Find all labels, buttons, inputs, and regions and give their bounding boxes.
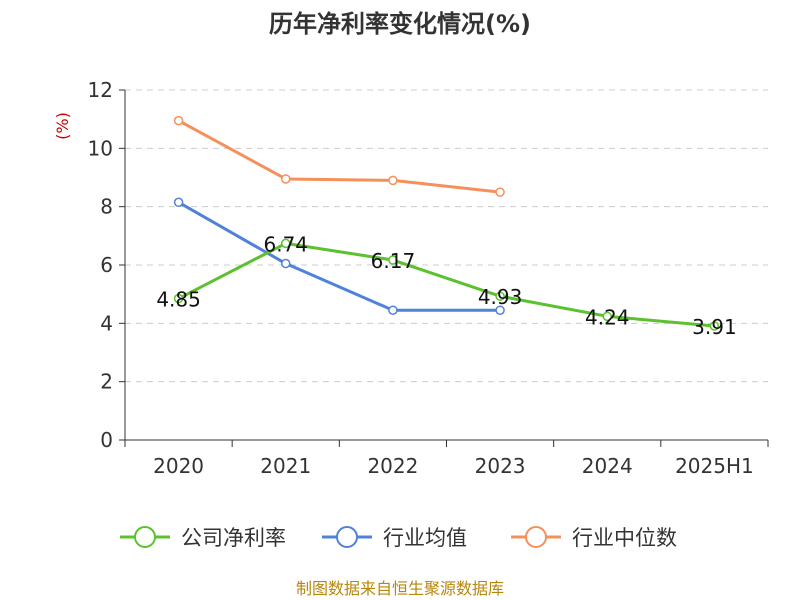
y-tick-label-2: 2 <box>100 370 113 394</box>
x-tick-label-2020: 2020 <box>153 454 204 478</box>
legend-label-2: 行业中位数 <box>572 526 677 550</box>
data-label-3: 4.93 <box>478 285 523 309</box>
y-axis-unit: (%) <box>53 112 72 140</box>
x-tick-label-2021: 2021 <box>260 454 311 478</box>
point-1-0 <box>173 197 184 208</box>
point-2-2 <box>388 175 398 186</box>
source-note: 制图数据来自恒生聚源数据库 <box>296 579 504 598</box>
point-0-5 <box>709 321 720 331</box>
data-label-2: 6.17 <box>371 249 416 273</box>
point-0-3 <box>495 291 505 301</box>
legend-marker-2 <box>525 526 547 548</box>
y-tick-label-8: 8 <box>100 195 113 219</box>
legend-label-0: 公司净利率 <box>181 526 286 550</box>
series-group <box>173 115 720 331</box>
point-1-2 <box>388 305 398 315</box>
axes: 0 2 4 6 8 10 12 2020 2021 2022 2023 2024 2025H1 <box>88 78 769 478</box>
y-tick-label-10: 10 <box>88 136 113 160</box>
y-tick-label-0: 0 <box>100 428 113 452</box>
point-2-1 <box>281 174 291 184</box>
data-label-4: 4.24 <box>585 305 630 329</box>
data-labels: 4.85 6.74 6.17 4.93 4.24 3.91 <box>156 232 736 339</box>
x-tick-label-2022: 2022 <box>367 454 418 478</box>
x-tick-label-2023: 2023 <box>475 454 526 478</box>
point-1-3 <box>495 305 505 315</box>
point-2-0 <box>173 115 184 126</box>
chart-title: 历年净利率变化情况(%) <box>269 10 531 38</box>
data-label-0: 4.85 <box>156 288 201 312</box>
legend-label-1: 行业均值 <box>383 526 467 550</box>
data-label-1: 6.74 <box>263 232 308 256</box>
x-tick-label-2025H1: 2025H1 <box>675 454 754 478</box>
y-tick-label-12: 12 <box>88 78 113 102</box>
data-label-5: 3.91 <box>692 315 737 339</box>
point-2-3 <box>495 187 505 197</box>
legend-marker-0 <box>134 526 156 548</box>
series-line-0 <box>177 241 715 328</box>
point-0-2 <box>388 255 398 265</box>
point-0-0 <box>173 293 184 304</box>
legend: 公司净利率 行业均值 行业中位数 <box>120 526 677 550</box>
grid-lines <box>125 89 768 383</box>
point-1-1 <box>281 258 291 269</box>
series-line-2 <box>177 119 501 194</box>
series-line-1 <box>177 200 501 312</box>
legend-marker-1 <box>336 526 358 548</box>
y-tick-label-6: 6 <box>100 253 113 277</box>
x-tick-label-2024: 2024 <box>582 454 633 478</box>
point-0-4 <box>602 311 612 322</box>
point-0-1 <box>281 238 291 249</box>
y-tick-label-4: 4 <box>100 311 113 335</box>
